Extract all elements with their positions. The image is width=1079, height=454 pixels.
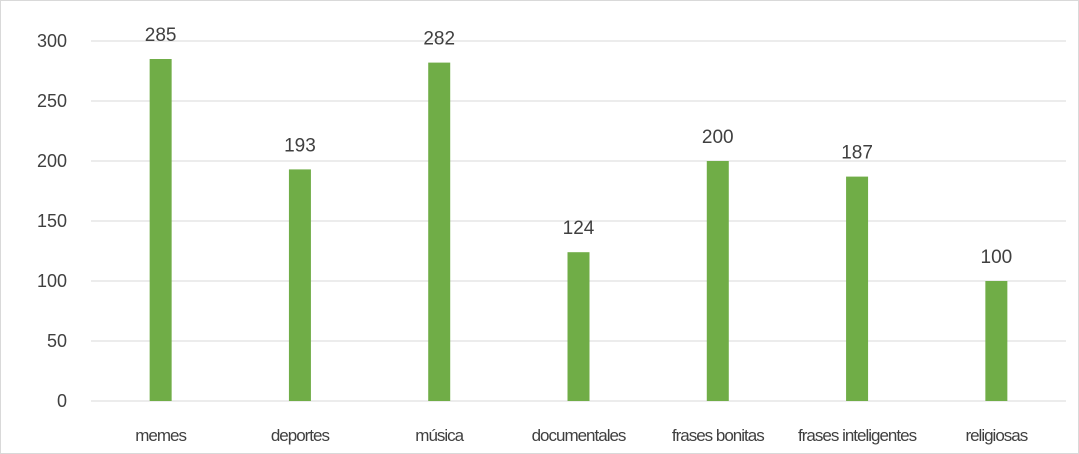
data-label: 100 bbox=[981, 247, 1013, 268]
data-label: 193 bbox=[284, 135, 316, 156]
data-label: 124 bbox=[563, 218, 595, 239]
y-tick-label: 100 bbox=[37, 271, 67, 291]
bar bbox=[706, 161, 729, 401]
y-tick-label: 0 bbox=[57, 391, 67, 411]
y-tick-label: 250 bbox=[37, 91, 67, 111]
y-tick-label: 50 bbox=[47, 331, 67, 351]
category-label: frases bonitas bbox=[672, 426, 764, 445]
data-label: 282 bbox=[423, 29, 455, 50]
category-label: religiosas bbox=[965, 426, 1027, 445]
category-label: memes bbox=[135, 426, 186, 445]
y-tick-label: 150 bbox=[37, 211, 67, 231]
category-label: frases inteligentes bbox=[798, 426, 917, 445]
y-axis-ticks: 0 50 100 150 200 250 300 bbox=[37, 31, 67, 411]
bar bbox=[846, 176, 869, 401]
bar bbox=[149, 59, 172, 401]
category-label: documentales bbox=[532, 426, 626, 445]
category-label: música bbox=[415, 426, 464, 445]
bar bbox=[985, 281, 1008, 401]
bars bbox=[149, 59, 1008, 401]
bar bbox=[288, 169, 311, 401]
category-label: deportes bbox=[271, 426, 330, 445]
data-labels: 285 193 282 124 200 187 100 bbox=[145, 25, 1012, 268]
x-axis-categories: memes deportes música documentales frases bo… bbox=[135, 426, 1028, 445]
y-tick-label: 300 bbox=[37, 31, 67, 51]
data-label: 187 bbox=[841, 143, 873, 164]
data-label: 200 bbox=[702, 127, 734, 148]
data-label: 285 bbox=[145, 25, 177, 46]
bar bbox=[567, 252, 590, 401]
bar bbox=[428, 62, 451, 401]
y-tick-label: 200 bbox=[37, 151, 67, 171]
